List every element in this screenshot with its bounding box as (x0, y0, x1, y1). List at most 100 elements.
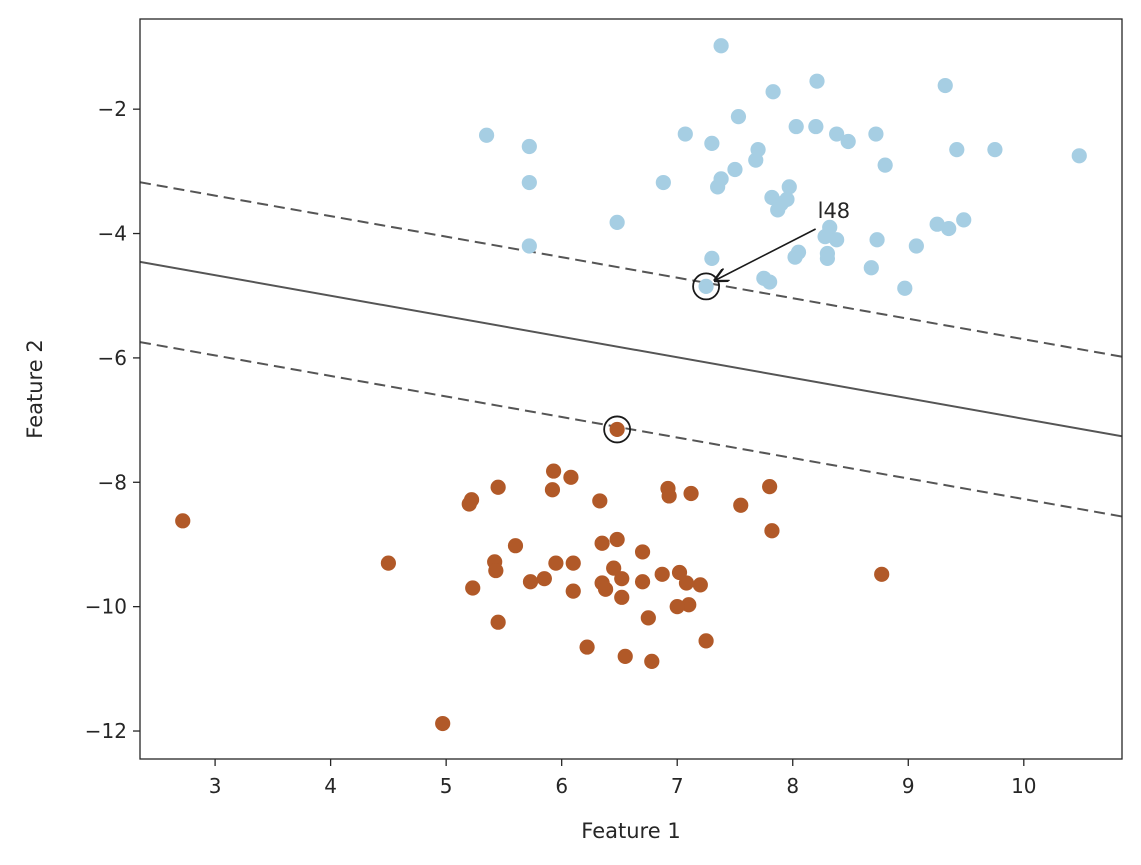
data-point-class-0 (829, 232, 845, 248)
data-point-class-1 (692, 577, 708, 593)
data-point-class-1 (609, 531, 625, 548)
data-point-class-1 (565, 555, 581, 571)
data-point-class-1 (681, 597, 697, 613)
data-point-class-1 (175, 513, 191, 529)
data-point-class-0 (677, 126, 693, 142)
y-tick-label: −6 (98, 346, 127, 370)
support-vectors (603, 272, 720, 444)
data-point-class-1 (490, 479, 506, 495)
x-tick-label: 5 (440, 774, 453, 798)
data-point-class-1 (634, 574, 651, 590)
data-point-class-0 (937, 77, 953, 94)
data-point-class-0 (908, 238, 924, 254)
data-point-class-0 (730, 109, 747, 125)
data-point-class-1 (579, 639, 595, 655)
data-point-class-0 (781, 179, 797, 195)
data-point-class-1 (606, 560, 622, 576)
data-point-class-1 (522, 574, 539, 590)
data-point-class-1 (507, 538, 524, 554)
data-point-class-1 (762, 479, 778, 495)
y-axis: −2 −4 −6 −8 −10 −12 (85, 97, 140, 743)
y-tick-label: −8 (98, 470, 127, 494)
data-point-class-1 (435, 715, 451, 732)
data-point-class-1 (544, 482, 561, 498)
y-tick-label: −10 (85, 595, 127, 619)
data-point-class-1 (617, 648, 633, 664)
data-point-class-0 (941, 220, 957, 237)
data-point-class-1 (565, 583, 581, 599)
data-point-class-0 (521, 238, 537, 254)
x-tick-label: 7 (671, 774, 684, 798)
data-point-class-1 (594, 535, 610, 551)
data-point-class-0 (819, 250, 836, 267)
data-points (175, 38, 1087, 732)
x-tick-label: 10 (1011, 774, 1036, 798)
data-point-class-0 (929, 216, 945, 232)
data-point-class-0 (704, 250, 720, 267)
data-point-class-1 (698, 633, 714, 649)
data-point-class-1 (764, 523, 780, 539)
data-point-class-0 (808, 118, 824, 135)
annotation-label: l48 (818, 199, 851, 223)
x-axis-label: Feature 1 (581, 819, 680, 843)
data-point-class-0 (704, 135, 720, 151)
data-point-class-0 (478, 127, 495, 143)
data-point-class-1 (644, 653, 660, 669)
data-point-class-1 (488, 562, 504, 579)
decision-boundary-line (140, 260, 1122, 438)
data-point-class-0 (877, 157, 893, 173)
data-point-class-0 (762, 274, 778, 290)
data-point-class-1 (380, 555, 396, 571)
data-point-class-1 (592, 493, 608, 509)
data-point-class-0 (829, 126, 845, 142)
data-point-class-0 (698, 278, 714, 294)
annotation-arrow (715, 228, 816, 280)
data-point-class-1 (874, 566, 890, 582)
data-point-class-1 (465, 580, 481, 596)
data-point-class-0 (655, 174, 671, 191)
data-point-class-0 (710, 179, 726, 195)
x-tick-label: 3 (209, 774, 222, 798)
data-point-class-0 (788, 118, 804, 135)
data-point-class-0 (863, 260, 879, 276)
data-point-class-0 (521, 174, 537, 191)
data-point-class-1 (678, 575, 695, 591)
data-point-class-1 (733, 497, 749, 513)
x-tick-label: 6 (555, 774, 568, 798)
y-tick-label: −2 (98, 97, 127, 121)
plot-frame (139, 18, 1123, 760)
data-point-class-0 (1071, 148, 1087, 164)
x-tick-label: 8 (786, 774, 799, 798)
data-point-class-1 (609, 421, 625, 438)
data-point-class-0 (869, 232, 885, 248)
x-axis: 3 4 5 6 7 8 9 10 (209, 759, 1037, 798)
data-point-class-0 (713, 38, 729, 54)
data-point-class-0 (787, 249, 803, 265)
data-point-class-0 (840, 133, 856, 150)
data-point-class-1 (490, 614, 506, 630)
data-point-class-1 (634, 544, 651, 560)
data-point-class-0 (770, 202, 786, 218)
x-tick-label: 4 (324, 774, 337, 798)
data-point-class-1 (536, 571, 552, 587)
data-point-class-0 (949, 141, 965, 158)
data-point-class-0 (868, 126, 884, 142)
data-point-class-0 (897, 280, 913, 296)
data-point-class-1 (654, 566, 670, 582)
data-point-class-1 (683, 485, 699, 502)
data-point-class-0 (521, 138, 537, 155)
margin-upper-line (140, 181, 1122, 358)
data-point-class-1 (614, 571, 630, 587)
data-point-class-1 (597, 581, 614, 597)
data-point-class-0 (609, 214, 625, 230)
data-point-class-1 (545, 463, 562, 479)
y-tick-label: −12 (85, 719, 127, 743)
x-tick-label: 9 (902, 774, 915, 798)
data-point-class-1 (640, 610, 656, 626)
data-point-class-1 (461, 496, 477, 512)
data-point-class-0 (765, 84, 781, 100)
annotation: l48 (715, 199, 850, 280)
data-point-class-1 (661, 488, 677, 504)
data-point-class-0 (987, 141, 1003, 158)
